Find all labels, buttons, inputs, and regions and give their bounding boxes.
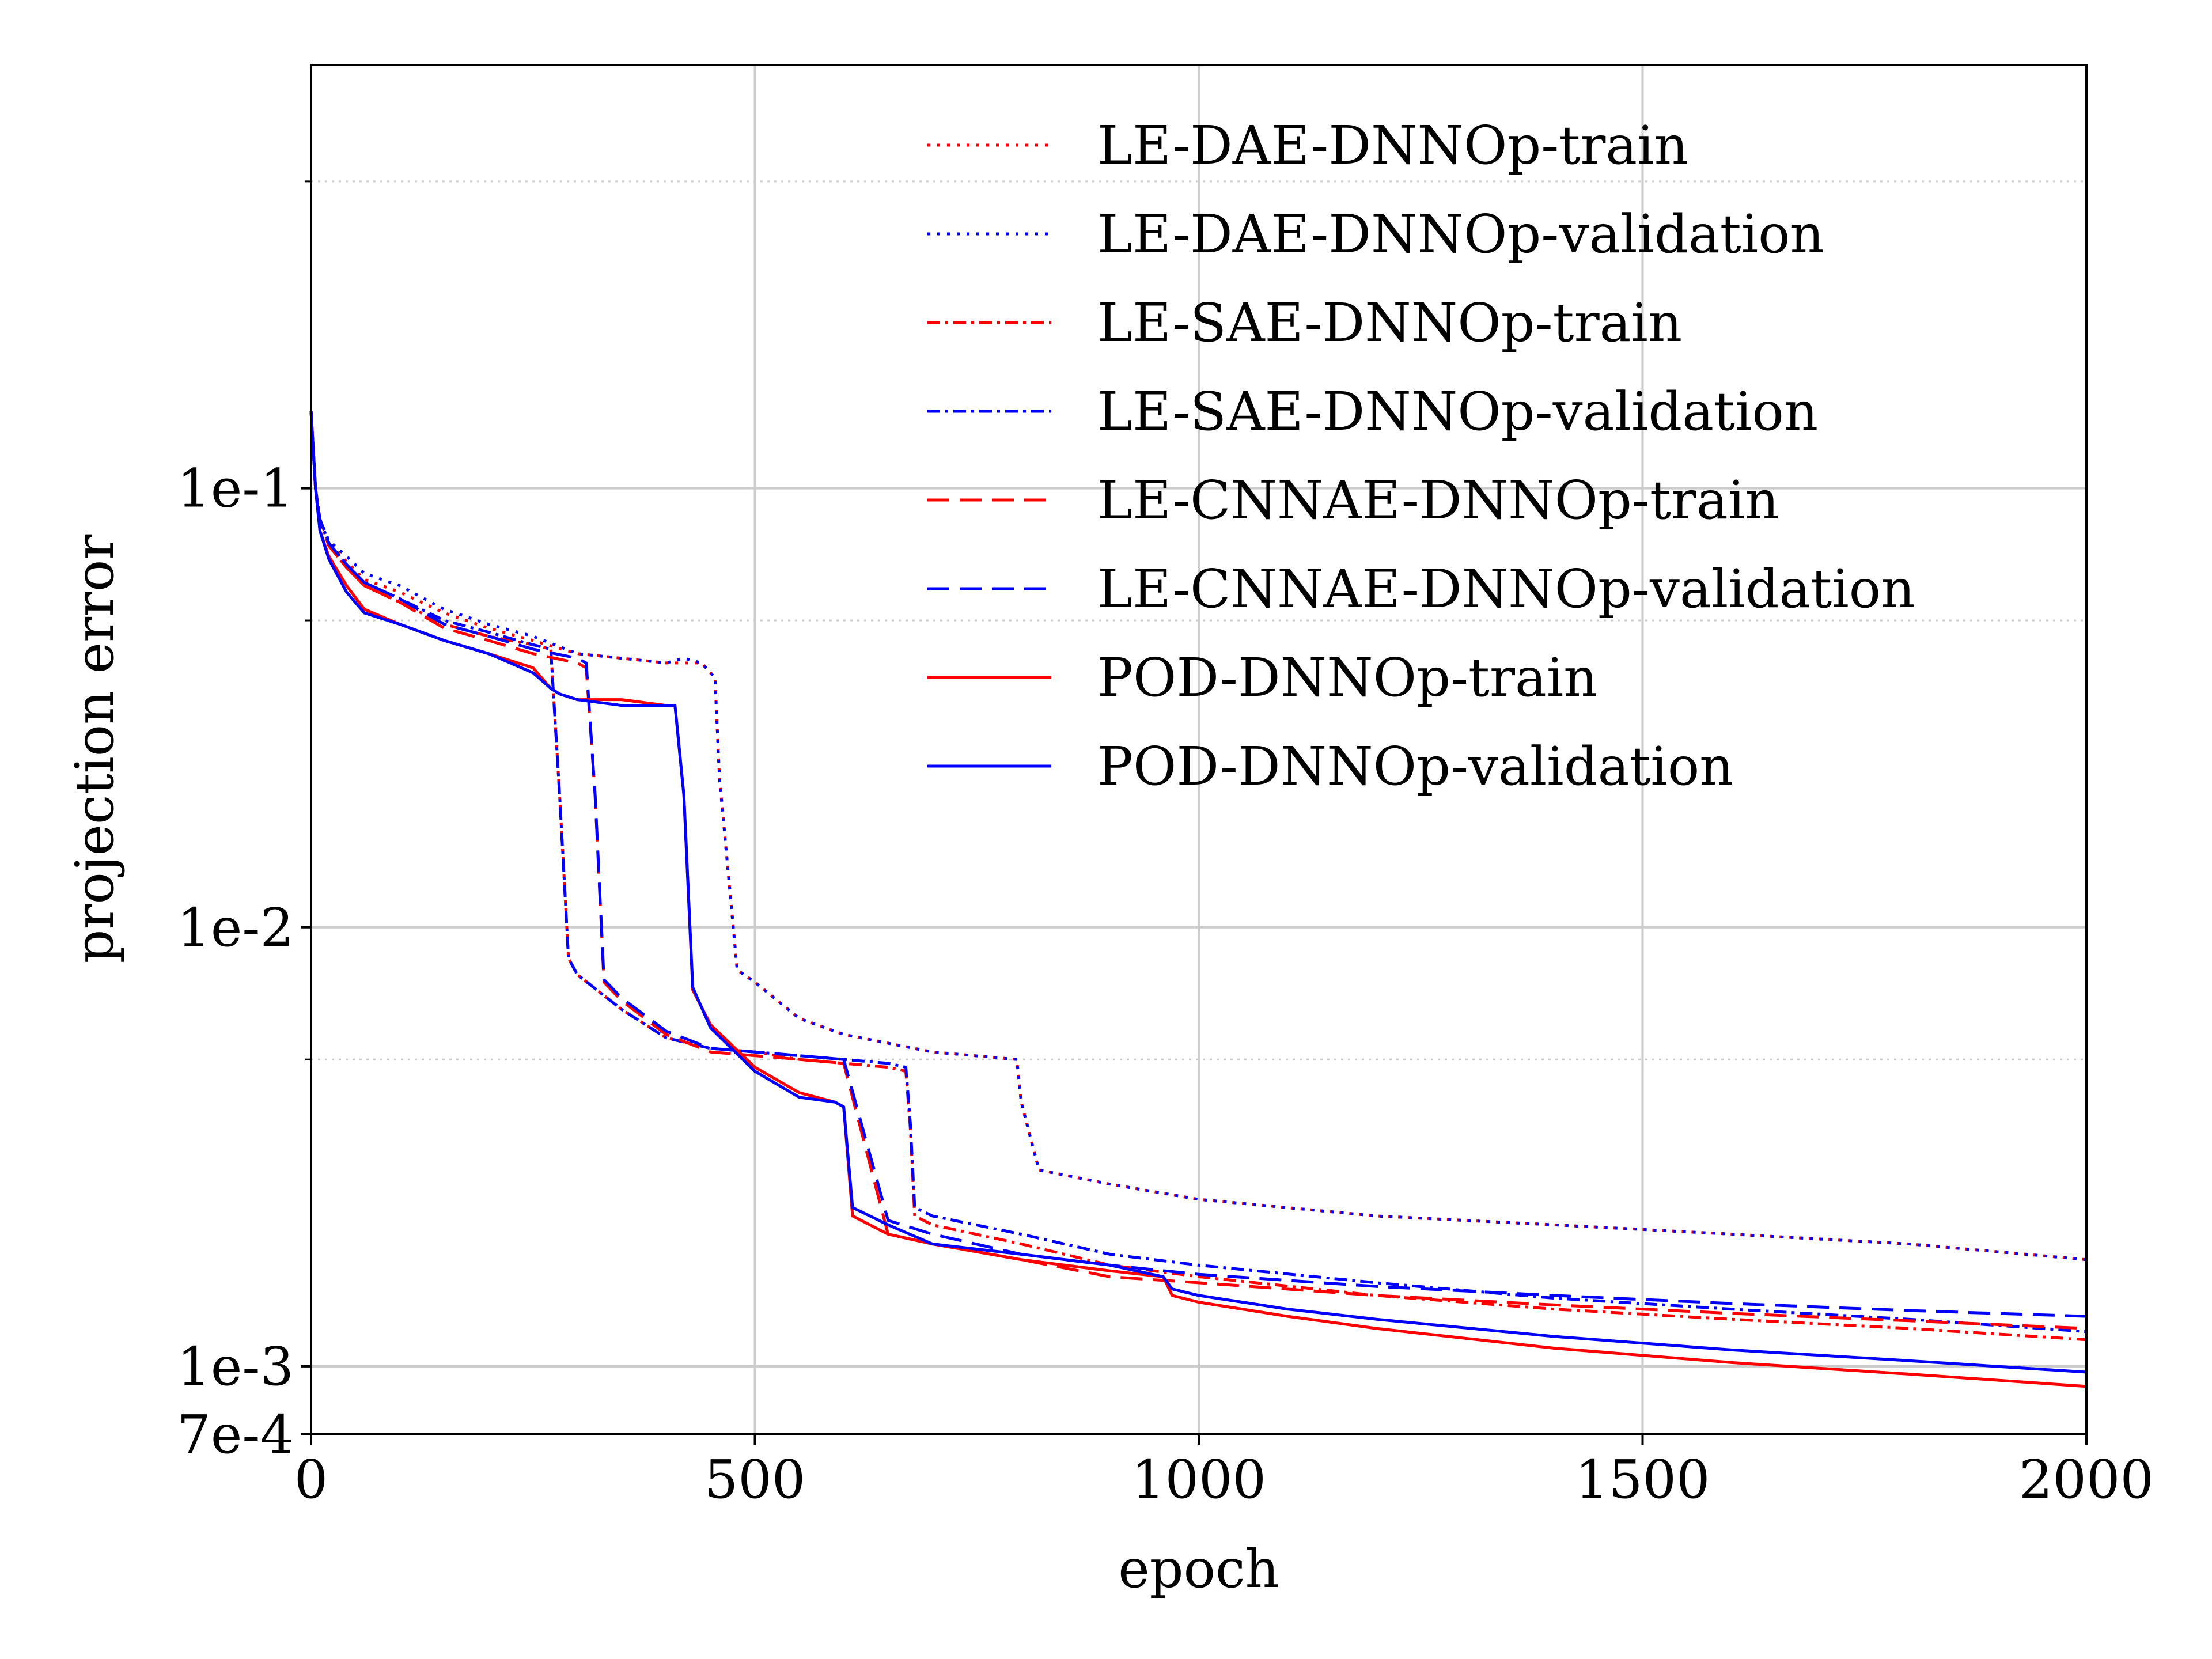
- legend-label: POD-DNNOp-train: [1097, 647, 1598, 709]
- y-tick-label: 1e-1: [177, 458, 294, 520]
- legend-label: LE-DAE-DNNOp-train: [1097, 115, 1688, 176]
- series-line-1: [309, 411, 2087, 1262]
- series-line-6: [309, 411, 2087, 1318]
- legend-label: LE-CNNAE-DNNOp-validation: [1097, 558, 1915, 620]
- x-tick-label: 0: [294, 1449, 328, 1510]
- x-axis-label: epoch: [1118, 1538, 1279, 1600]
- x-tick-label: 500: [704, 1449, 806, 1510]
- y-axis-label: projection error: [64, 535, 126, 964]
- legend-label: LE-SAE-DNNOp-train: [1097, 292, 1682, 354]
- series-line-2: [309, 411, 2087, 1262]
- series-layer: [309, 411, 2087, 1388]
- y-tick-label: 7e-4: [177, 1404, 294, 1465]
- legend-label: LE-SAE-DNNOp-validation: [1097, 381, 1818, 442]
- series-line-8: [309, 411, 2087, 1374]
- x-tick-label: 1000: [1131, 1449, 1266, 1510]
- x-tick-label: 1500: [1575, 1449, 1710, 1510]
- legend-label: POD-DNNOp-validation: [1097, 736, 1734, 797]
- y-tick-label: 1e-3: [177, 1336, 294, 1397]
- x-tick-label: 2000: [2019, 1449, 2154, 1510]
- legend: LE-DAE-DNNOp-train LE-DAE-DNNOp-validatio…: [927, 115, 1915, 797]
- series-line-5: [309, 411, 2087, 1330]
- axis-ticks: 0 500 1000 1500 2000 7e-4 1e-3 1e-2 1e-1: [177, 180, 2154, 1510]
- grid: [310, 65, 2088, 1434]
- legend-label: LE-DAE-DNNOp-validation: [1097, 203, 1824, 265]
- y-tick-label: 1e-2: [177, 897, 294, 959]
- legend-label: LE-CNNAE-DNNOp-train: [1097, 469, 1779, 531]
